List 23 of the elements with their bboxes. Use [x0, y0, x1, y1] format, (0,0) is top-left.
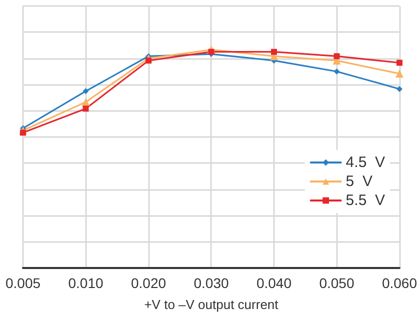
x-tick-label: 0.005: [5, 275, 41, 291]
point: [82, 88, 89, 94]
point: [396, 60, 402, 66]
x-tick-label: 0.040: [256, 275, 292, 291]
point: [334, 53, 340, 60]
point: [334, 68, 340, 74]
x-tick-label: 0.050: [319, 275, 354, 291]
x-axis-title: +V to –V output current: [144, 297, 279, 312]
x-tick-label: 0.010: [68, 275, 104, 291]
x-tick-label: 0.060: [382, 275, 418, 291]
point: [82, 106, 89, 112]
x-tick-label: 0.020: [130, 275, 166, 291]
point: [20, 130, 26, 136]
legend-label: 5.5 V: [346, 192, 386, 209]
x-tick-label: 0.030: [194, 275, 229, 291]
legend-label: 4.5 V: [346, 154, 386, 171]
point: [145, 58, 152, 64]
legend-label: 5 V: [346, 173, 372, 190]
point: [82, 98, 90, 106]
point: [208, 48, 214, 55]
point: [270, 48, 277, 55]
point: [396, 86, 402, 92]
point: [395, 70, 404, 78]
